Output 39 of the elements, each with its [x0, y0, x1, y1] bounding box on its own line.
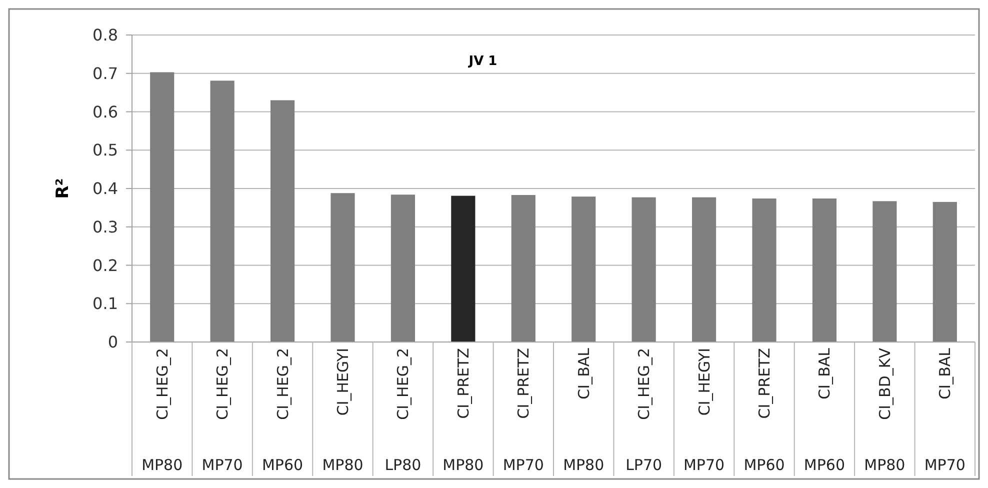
bar: [210, 80, 234, 342]
y-tick-label: 0.4: [92, 179, 118, 198]
category-label: CI_HEGYI MP70: [683, 348, 725, 474]
category-label: CI_HEG_2 MP60: [262, 348, 304, 474]
y-tick-label: 0.6: [92, 102, 118, 122]
bar: [511, 195, 536, 342]
y-tick-label: 0.8: [92, 26, 118, 45]
bar: [812, 198, 837, 342]
category-label: CI_BAL MP70: [924, 348, 966, 474]
bar: [150, 72, 174, 342]
category-label: CI_HEG_2 LP70: [626, 348, 662, 474]
y-tick-label: 0: [108, 332, 118, 352]
y-tick-label: 0.3: [92, 217, 118, 236]
bar: [632, 197, 656, 342]
category-label: CI_HEG_2 MP70: [202, 348, 243, 474]
category-label: CI_BD_KV MP80: [864, 348, 906, 474]
y-tick-label: 0.2: [92, 256, 118, 275]
y-tick-label: 0.1: [92, 294, 118, 314]
bar: [390, 194, 416, 342]
category-label: CI_HEG_2 MP80: [142, 348, 183, 474]
bar: [270, 100, 295, 342]
category-label: CI_PRETZ MP60: [744, 348, 785, 474]
category-label: CI_BAL MP60: [804, 348, 846, 474]
bar: [572, 196, 596, 342]
bar: [330, 193, 355, 342]
y-axis-title: R²: [53, 178, 73, 199]
bar: [692, 197, 716, 342]
category-label: CI_PRETZ MP80: [442, 348, 484, 474]
bar: [932, 202, 957, 342]
text: JV 1: [468, 54, 498, 69]
bar: [451, 196, 476, 342]
bar: [752, 198, 776, 342]
category-label: CI_HEG_2 LP80: [384, 348, 422, 474]
bar: [872, 201, 897, 342]
category-label: CI_HEGYI MP80: [322, 348, 364, 474]
y-tick-label: 0.7: [92, 64, 118, 83]
category-label: CI_BAL MP80: [563, 348, 604, 474]
y-tick-label: 0.5: [92, 140, 118, 160]
category-label: CI_PRETZ MP70: [502, 348, 544, 474]
